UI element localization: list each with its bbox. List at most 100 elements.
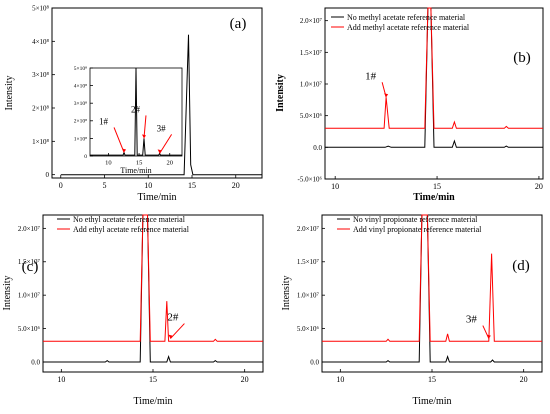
series-line-1 [322, 214, 542, 342]
y-tick-label: 5.0×10⁶ [18, 325, 41, 333]
annotation-arrow [113, 127, 125, 153]
y-tick-label: 3×10⁸ [74, 101, 87, 107]
annotation-label: 2# [167, 312, 179, 324]
y-tick-label: 4×10⁸ [74, 84, 87, 90]
annotation-group: 1# [365, 70, 389, 98]
x-tick-label: 15 [428, 375, 436, 384]
annotation-arrowhead [141, 134, 146, 139]
annotation-group: 2# [167, 312, 185, 339]
x-tick-label: 15 [188, 181, 196, 190]
annotation-arrowhead [486, 334, 491, 339]
panel-d: 10 15 20 0.0 5.0×10⁶ 1.0×10⁷ 1.5×10⁷ 2.0×10⁷ 3#… [281, 214, 543, 407]
inset-annotation-group: 1# 2# 3# [99, 104, 173, 154]
legend-entry: Add ethyl acetate reference material [73, 225, 190, 234]
inset-series-group [90, 67, 182, 156]
annotation-label: 2# [131, 104, 141, 114]
y-tick-label: 2.0×10⁷ [297, 225, 320, 233]
y-tick-label: 1.0×10⁷ [300, 80, 323, 88]
x-tick-label: 0 [59, 181, 63, 190]
annotation-label: 3# [157, 123, 167, 133]
y-tick-label: 1.5×10⁷ [18, 258, 41, 266]
y-tick-label: 0 [84, 154, 87, 160]
y-tick-label: 5×10⁸ [74, 66, 87, 72]
annotation-label: 1# [365, 70, 377, 82]
x-tick-label: 10 [144, 181, 152, 190]
x-tick-label: 20 [520, 375, 528, 384]
x-tick-label: 15 [136, 160, 143, 167]
y-tick-label: 1.0×10⁷ [297, 292, 320, 300]
legend: No ethyl acetate reference material Add … [57, 215, 190, 234]
series-line-0 [60, 34, 262, 176]
annotation-arrowhead [122, 148, 127, 153]
annotation-group: 3# [466, 314, 491, 339]
legend-entry: No ethyl acetate reference material [73, 215, 186, 224]
y-tick-label: 2×10⁸ [32, 104, 49, 112]
series-line-0 [322, 214, 542, 363]
x-tick-label: 20 [232, 181, 240, 190]
x-tick-label: 20 [166, 160, 173, 167]
series-group [43, 214, 263, 363]
y-tick-label: 1.5×10⁷ [300, 49, 323, 57]
panel-label: (c) [22, 259, 39, 275]
x-axis-label: Time/min [412, 396, 451, 407]
y-tick-label: 2.0×10⁷ [18, 225, 41, 233]
annotation-arrowhead [168, 334, 173, 339]
panel-b: 10 15 20 -5.0×10⁶ 0.0 5.0×10⁶ 1.0×10⁷ 1.5×10⁷ 2.… [275, 7, 544, 203]
y-tick-label: 0 [46, 171, 50, 179]
y-tick-label: 3×10⁸ [32, 71, 49, 79]
y-axis-label: Intensity [2, 276, 13, 311]
legend-entry: Add vinyl propionate reference material [353, 225, 482, 234]
x-axis-label: Time/min [133, 396, 172, 407]
panel-label: (d) [512, 258, 530, 274]
x-tick-label: 15 [149, 375, 157, 384]
series-line-0 [43, 214, 263, 363]
y-tick-label: 1.0×10⁷ [18, 292, 41, 300]
x-tick-label: 10 [336, 375, 344, 384]
legend-entry: No vinyl propionate reference material [353, 215, 478, 224]
x-axis-label: Time/min [137, 192, 176, 203]
y-tick-label: 0.0 [310, 358, 319, 366]
annotation-label: 3# [466, 314, 478, 326]
y-tick-label: 1×10⁸ [74, 136, 87, 142]
y-tick-label: 2×10⁸ [74, 119, 87, 125]
annotation-arrow [159, 134, 173, 154]
inset-plot: 10 15 20 0 1×10⁸ 2×10⁸ 3×10⁸ 4×10⁸ 5×10⁸ Time/mi… [74, 66, 183, 175]
annotation-arrowhead [157, 149, 162, 154]
annotation-arrowhead [384, 93, 389, 98]
panel-c: 10 15 20 0.0 5.0×10⁶ 1.0×10⁷ 1.5×10⁷ 2.0×10⁷ 2#… [2, 214, 264, 407]
y-axis-label: Intensity [275, 74, 286, 112]
x-tick-label: 10 [105, 160, 112, 167]
y-axis-label: Intensity [281, 276, 292, 311]
y-tick-label: -5.0×10⁶ [298, 175, 323, 183]
legend-entry: No methyl acetate reference material [347, 13, 466, 22]
y-tick-label: 5.0×10⁶ [300, 112, 323, 120]
x-tick-label: 5 [103, 181, 107, 190]
x-tick-label: 10 [331, 182, 339, 191]
y-tick-label: 5×10⁸ [32, 4, 49, 12]
y-tick-label: 4×10⁸ [32, 38, 49, 46]
series-line-1 [325, 7, 543, 129]
panel-label: (a) [230, 16, 247, 32]
plot-frame [324, 7, 544, 180]
series-line-0 [90, 67, 182, 156]
inset-x-axis-label: Time/min [120, 166, 151, 175]
x-axis-label: Time/min [413, 192, 455, 203]
y-tick-label: 0.0 [31, 358, 40, 366]
y-tick-label: 0.0 [313, 144, 322, 152]
y-tick-label: 1×10⁸ [32, 138, 49, 146]
annotation-label: 1# [99, 116, 109, 126]
series-line-0 [325, 7, 543, 148]
series-group [60, 34, 262, 176]
x-tick-label: 20 [535, 182, 543, 191]
y-tick-label: 5.0×10⁶ [297, 325, 320, 333]
series-group [322, 214, 542, 363]
x-tick-label: 20 [241, 375, 249, 384]
series-group [325, 7, 543, 148]
tick-group: 10 15 20 -5.0×10⁶ 0.0 5.0×10⁶ 1.0×10⁷ 1.5×10⁷ 2.… [298, 17, 543, 191]
x-tick-label: 15 [433, 182, 441, 191]
y-tick-label: 2.0×10⁷ [300, 17, 323, 25]
panel-label: (b) [513, 50, 531, 66]
plot-frame [51, 7, 263, 179]
panel-a: 0 5 10 15 20 0 1×10⁸ 2×10⁸ 3×10⁸ 4×10⁸ 5×10⁸ 10 15 2… [4, 4, 263, 203]
legend: No methyl acetate reference material Add… [331, 13, 470, 32]
